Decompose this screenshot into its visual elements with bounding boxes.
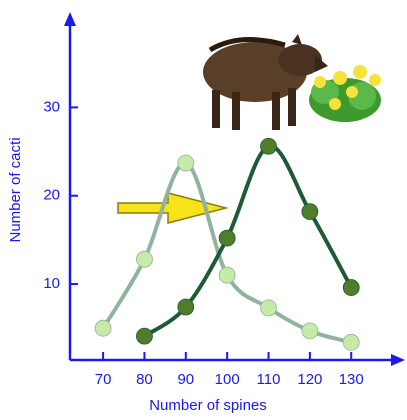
x-tick-label: 90	[177, 371, 194, 388]
cactus-illustration	[309, 65, 381, 122]
shift-arrow	[117, 192, 229, 224]
y-axis-arrow	[64, 12, 76, 26]
x-tick-label: 100	[215, 371, 240, 388]
data-point	[260, 299, 277, 317]
data-point	[342, 279, 360, 296]
data-point	[177, 154, 195, 172]
data-point	[177, 298, 195, 316]
data-point	[136, 250, 153, 268]
data-point	[218, 266, 236, 284]
data-point	[136, 327, 153, 345]
x-tick-label: 120	[297, 371, 322, 388]
x-axis-arrow	[391, 354, 405, 366]
x-tick-label: 70	[95, 371, 112, 388]
y-tick-label: 10	[43, 275, 60, 292]
y-tick-label: 20	[43, 187, 60, 204]
boar-illustration	[203, 34, 328, 130]
x-tick-label: 80	[136, 371, 153, 388]
data-point	[260, 137, 277, 155]
data-point	[301, 322, 319, 340]
x-tick-label: 110	[257, 371, 281, 388]
x-axis-label: Number of spines	[149, 397, 267, 414]
y-tick-label: 30	[43, 98, 60, 115]
data-point	[94, 319, 112, 337]
data-point	[342, 333, 360, 351]
x-tick-label: 130	[339, 371, 364, 388]
y-axis-label: Number of cacti	[7, 137, 24, 242]
data-point	[218, 229, 236, 247]
data-point	[301, 203, 319, 221]
